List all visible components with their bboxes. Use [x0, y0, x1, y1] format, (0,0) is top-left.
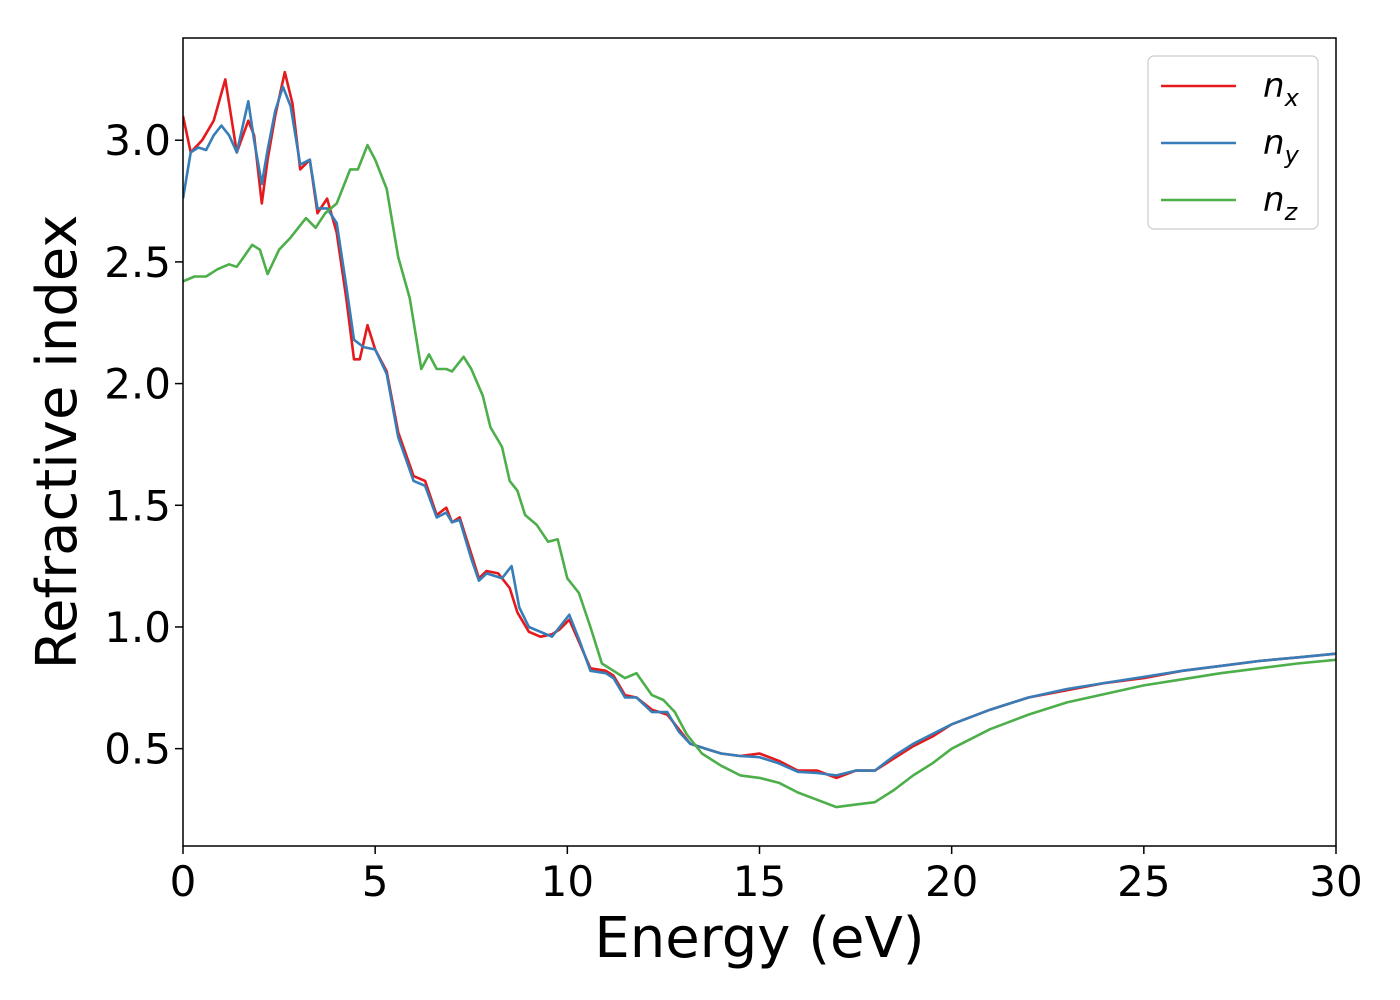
- y-tick-label: 2.0: [104, 360, 171, 409]
- series-layer: [183, 70, 1336, 809]
- y-tick-label: 1.5: [104, 481, 171, 530]
- legend-label-y: ny: [1263, 123, 1300, 169]
- x-tick-label: 10: [541, 857, 594, 906]
- y-tick-label: 0.5: [104, 725, 171, 774]
- y-tick-label: 3.0: [104, 116, 171, 165]
- legend-label-subscript: x: [1284, 84, 1300, 112]
- x-axis-ticks: 0 5 10 15 20 25 30: [170, 846, 1363, 906]
- y-axis-ticks: 0.5 1.0 1.5 2.0 2.5 3.0: [104, 116, 183, 774]
- legend-label-subscript: z: [1284, 198, 1299, 226]
- legend-label-z: nz: [1263, 180, 1299, 226]
- x-tick-label: 30: [1309, 857, 1362, 906]
- series-line-n-z: [183, 143, 1336, 809]
- x-tick-label: 0: [170, 857, 197, 906]
- legend-label-base: n: [1263, 123, 1285, 163]
- x-tick-label: 25: [1117, 857, 1170, 906]
- y-tick-label: 2.5: [104, 238, 171, 287]
- x-tick-label: 15: [733, 857, 786, 906]
- x-tick-label: 20: [925, 857, 978, 906]
- legend-label-base: n: [1263, 66, 1285, 106]
- x-tick-label: 5: [362, 857, 389, 906]
- y-axis-label: Refractive index: [25, 215, 90, 670]
- y-tick-label: 1.0: [104, 603, 171, 652]
- x-axis-label: Energy (eV): [594, 906, 924, 971]
- legend-label-x: nx: [1263, 66, 1300, 112]
- series-line-n-y: [183, 85, 1336, 777]
- legend-label-base: n: [1263, 180, 1285, 220]
- legend-label-subscript: y: [1284, 141, 1300, 169]
